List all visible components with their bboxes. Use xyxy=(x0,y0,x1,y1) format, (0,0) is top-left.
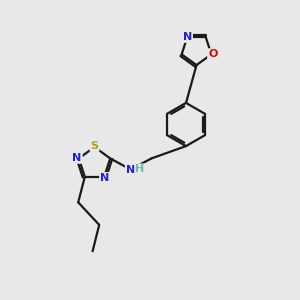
Text: N: N xyxy=(100,173,110,183)
Text: S: S xyxy=(91,141,98,151)
Text: O: O xyxy=(208,49,218,59)
Text: N: N xyxy=(72,153,82,163)
Text: H: H xyxy=(136,164,145,175)
Text: N: N xyxy=(126,165,135,175)
Text: N: N xyxy=(183,32,192,42)
